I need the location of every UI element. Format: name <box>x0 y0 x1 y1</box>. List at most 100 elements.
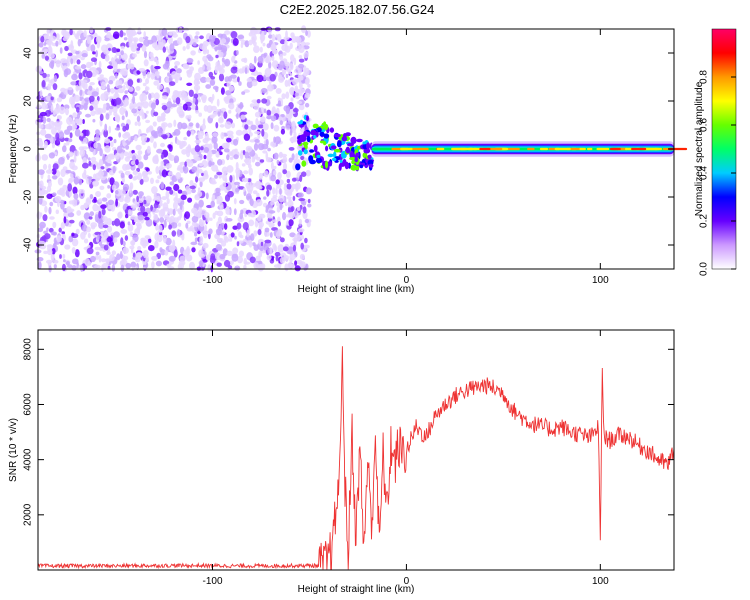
noise-speckle <box>42 163 48 170</box>
noise-speckle <box>136 43 144 48</box>
noise-speckle <box>149 135 154 143</box>
noise-speckle <box>107 199 115 205</box>
noise-speckle <box>224 223 228 230</box>
noise-speckle <box>173 94 178 99</box>
noise-speckle <box>154 44 161 51</box>
noise-speckle <box>124 197 131 204</box>
noise-speckle <box>113 138 117 144</box>
noise-speckle <box>248 132 253 137</box>
noise-speckle <box>194 145 201 153</box>
noise-speckle <box>83 238 89 244</box>
noise-speckle <box>73 57 76 64</box>
noise-speckle <box>220 107 227 112</box>
noise-speckle <box>280 128 285 135</box>
noise-speckle <box>176 228 181 238</box>
noise-speckle <box>38 139 44 148</box>
noise-speckle <box>39 111 47 117</box>
transition-blob <box>368 163 374 168</box>
noise-speckle <box>50 96 54 101</box>
colorbar-tick-label: 0.0 <box>699 262 710 276</box>
noise-speckle <box>181 234 185 241</box>
noise-speckle <box>294 85 298 92</box>
noise-speckle <box>304 102 310 108</box>
transition-blob <box>347 142 354 147</box>
noise-speckle <box>44 233 51 240</box>
noise-speckle <box>68 190 72 197</box>
noise-speckle <box>60 222 66 229</box>
noise-speckle <box>194 237 198 243</box>
noise-speckle <box>231 122 236 129</box>
noise-speckle <box>272 219 277 223</box>
noise-speckle <box>134 121 138 126</box>
noise-speckle <box>76 210 82 216</box>
transition-blob <box>300 134 307 141</box>
transition-blob <box>332 157 337 162</box>
noise-speckle <box>253 244 259 251</box>
noise-speckle <box>129 185 132 194</box>
noise-speckle <box>263 52 268 57</box>
noise-speckle <box>141 113 145 120</box>
noise-speckle <box>178 260 186 266</box>
noise-speckle <box>234 148 238 152</box>
noise-speckle <box>198 206 203 215</box>
noise-speckle <box>238 231 242 238</box>
noise-speckle <box>98 158 103 166</box>
noise-speckle <box>71 265 77 271</box>
noise-speckle <box>52 163 59 170</box>
noise-speckle <box>181 190 188 196</box>
noise-speckle <box>174 90 180 95</box>
noise-speckle <box>194 212 201 217</box>
noise-speckle <box>266 184 272 191</box>
noise-speckle <box>106 218 112 226</box>
noise-speckle <box>131 42 135 50</box>
snr-series-line <box>37 346 675 570</box>
noise-speckle <box>229 175 233 183</box>
noise-speckle <box>138 68 146 72</box>
noise-speckle <box>88 95 95 103</box>
spectrogram-ytick-label: -20 <box>23 189 34 204</box>
noise-speckle <box>278 194 285 203</box>
noise-speckle <box>161 134 168 139</box>
noise-speckle <box>209 217 213 221</box>
noise-speckle <box>244 158 252 166</box>
noise-speckle <box>243 89 250 93</box>
noise-speckle <box>177 189 183 194</box>
noise-speckle <box>90 222 98 228</box>
spectrogram-panel: -100 0 100 -40 -20 0 20 40 Height of straight l… <box>8 25 688 295</box>
noise-speckle <box>145 167 150 172</box>
noise-speckle <box>90 44 96 52</box>
noise-speckle <box>92 180 99 187</box>
noise-speckle <box>220 112 224 117</box>
noise-speckle <box>285 73 289 79</box>
noise-speckle <box>286 178 291 184</box>
noise-speckle <box>305 169 311 177</box>
noise-speckle <box>93 103 98 111</box>
noise-speckle <box>136 115 141 123</box>
noise-speckle <box>86 46 91 52</box>
noise-speckle <box>41 80 46 88</box>
noise-speckle <box>47 174 51 180</box>
noise-speckle <box>150 64 154 73</box>
noise-speckle <box>279 53 284 61</box>
noise-speckle <box>46 193 53 200</box>
noise-speckle <box>189 225 194 232</box>
noise-speckle <box>131 149 135 154</box>
noise-speckle <box>226 154 230 161</box>
noise-speckle <box>86 36 91 44</box>
noise-speckle <box>208 34 216 43</box>
noise-speckle <box>214 191 221 197</box>
noise-speckle <box>55 209 59 215</box>
noise-speckle <box>253 55 257 64</box>
noise-speckle <box>277 221 281 227</box>
noise-speckle <box>258 124 264 129</box>
noise-speckle <box>205 84 212 89</box>
noise-speckle <box>233 138 239 146</box>
noise-speckle <box>137 172 143 181</box>
noise-speckle <box>160 160 165 167</box>
noise-speckle <box>124 170 131 176</box>
noise-speckle <box>48 43 52 52</box>
noise-speckle <box>153 213 159 221</box>
noise-speckle <box>214 65 219 74</box>
noise-speckle <box>208 228 213 235</box>
noise-speckle <box>185 185 191 191</box>
